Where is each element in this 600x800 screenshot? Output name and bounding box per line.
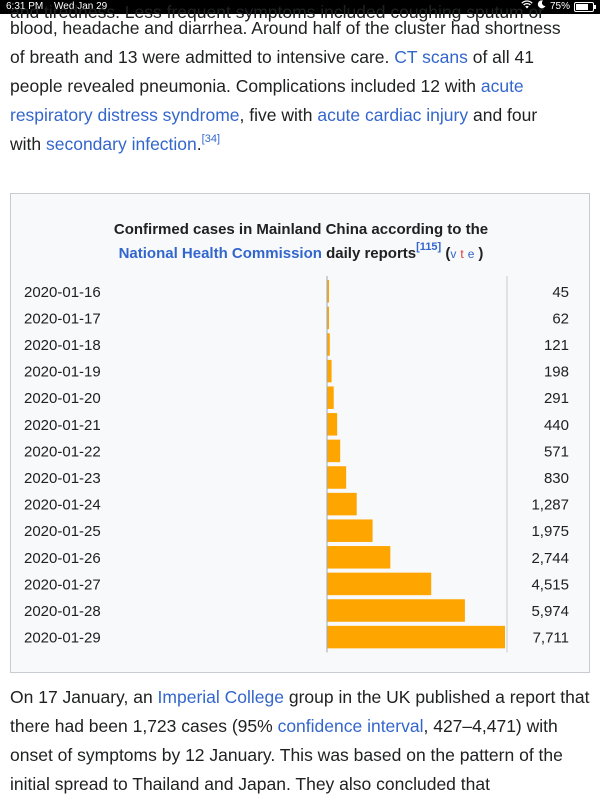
article-paragraph-top: and tiredness. Less frequent symptoms in… xyxy=(10,2,590,159)
category-label: 2020-01-29 xyxy=(24,630,101,647)
bar xyxy=(327,519,373,542)
bar xyxy=(327,439,341,463)
link-ards[interactable]: acute xyxy=(480,76,524,96)
moon-icon xyxy=(537,0,546,14)
wifi-icon xyxy=(521,0,533,14)
bar xyxy=(327,386,334,409)
bar xyxy=(327,492,357,516)
category-label: 2020-01-22 xyxy=(24,443,101,460)
value-label: 2,744 xyxy=(531,550,569,567)
text-run: . xyxy=(196,134,202,154)
battery-icon xyxy=(574,2,596,12)
link-imperial-college[interactable]: Imperial College xyxy=(157,687,284,707)
text-run: , five with xyxy=(239,105,318,125)
text-line: of breath and 13 were admitted to intens… xyxy=(10,43,590,72)
status-time: 6:31 PM xyxy=(6,1,44,12)
category-label: 2020-01-28 xyxy=(24,603,101,620)
category-label: 2020-01-25 xyxy=(24,523,101,540)
text-run: and four xyxy=(468,105,538,125)
edit-template-link[interactable]: e xyxy=(467,247,479,261)
link-acute-cardiac-injury[interactable]: acute cardiac injury xyxy=(317,105,469,125)
status-bar: 6:31 PM Wed Jan 29 75% xyxy=(0,0,600,14)
battery-percent: 75% xyxy=(549,1,570,12)
text-run: of all 41 xyxy=(467,47,535,67)
text-line: On 17 January, an Imperial College group… xyxy=(10,687,560,707)
text-run: , 427–4,471) xyxy=(423,716,522,736)
link-national-health-commission[interactable]: National Health Commission xyxy=(118,245,322,262)
value-label: 4,515 xyxy=(531,576,569,593)
value-label: 440 xyxy=(544,417,569,434)
value-label: 1,287 xyxy=(531,497,569,514)
category-label: 2020-01-24 xyxy=(24,497,101,514)
text-run: daily reports xyxy=(321,245,417,262)
chart-title-line2: National Health Commission daily reports… xyxy=(11,242,591,266)
text-run: with xyxy=(10,134,46,154)
text-line: of the initial spread to Thailand and Ja… xyxy=(10,745,563,794)
talk-template-link[interactable]: t xyxy=(460,247,468,261)
category-label: 2020-01-17 xyxy=(24,310,101,327)
link-ards-cont[interactable]: respiratory distress syndrome xyxy=(10,105,240,125)
chart-title-line1: Confirmed cases in Mainland China accord… xyxy=(113,221,489,238)
value-label: 571 xyxy=(544,443,569,460)
article-paragraph-bottom: On 17 January, an Imperial College group… xyxy=(10,683,590,799)
text-line: with secondary infection.[34] xyxy=(10,130,590,159)
status-date: Wed Jan 29 xyxy=(54,1,108,12)
text-line: with onset of symptoms by 12 January. Th… xyxy=(10,716,558,765)
category-label: 2020-01-21 xyxy=(24,417,101,434)
value-label: 45 xyxy=(552,284,569,301)
chart-container: Confirmed cases in Mainland China accord… xyxy=(10,193,590,673)
value-label: 7,711 xyxy=(533,630,569,647)
value-label: 1,975 xyxy=(531,523,569,540)
text-run: group in the UK published a report xyxy=(284,687,556,707)
link-secondary-infection[interactable]: secondary infection xyxy=(45,134,197,154)
category-label: 2020-01-16 xyxy=(24,284,101,301)
bar xyxy=(327,599,465,622)
value-label: 198 xyxy=(544,364,569,381)
text-run: ) xyxy=(478,245,484,262)
bar xyxy=(327,359,332,383)
chart-title: Confirmed cases in Mainland China accord… xyxy=(11,218,591,266)
text-run: On 17 January, an xyxy=(10,687,158,707)
text-run: ( xyxy=(441,245,451,262)
value-label: 62 xyxy=(552,310,569,327)
text-line: respiratory distress syndrome, five with… xyxy=(10,101,590,130)
bar xyxy=(327,572,432,596)
bar-chart: 2020-01-16 45 2020-01-17 62 2020-01-18 121 202… xyxy=(24,276,569,653)
bar xyxy=(327,413,338,436)
text-run: of breath and 13 were admitted to intens… xyxy=(10,47,395,67)
text-line: that there had been 1,723 cases (95% con… xyxy=(10,687,590,736)
text-run: people revealed pneumonia. Complications… xyxy=(10,76,481,96)
clipped-text-line: and tiredness. Less frequent symptoms in… xyxy=(10,2,545,22)
category-label: 2020-01-27 xyxy=(24,576,101,593)
view-template-link[interactable]: v xyxy=(450,247,461,261)
reference-115[interactable]: [115] xyxy=(416,241,442,253)
bar xyxy=(327,466,347,489)
category-label: 2020-01-19 xyxy=(24,364,101,381)
text-run: that there had been 1,723 cases (95% xyxy=(10,687,590,736)
bar xyxy=(327,625,505,649)
bar xyxy=(327,333,330,356)
category-label: 2020-01-23 xyxy=(24,470,101,487)
category-label: 2020-01-18 xyxy=(24,337,101,354)
link-confidence-interval[interactable]: confidence interval xyxy=(277,716,424,736)
text-line: people revealed pneumonia. Complications… xyxy=(10,72,590,101)
value-label: 830 xyxy=(544,470,569,487)
value-label: 291 xyxy=(544,390,569,407)
bar xyxy=(327,306,329,330)
value-label: 5,974 xyxy=(531,603,569,620)
reference-34[interactable]: [34] xyxy=(201,133,221,145)
bar xyxy=(327,280,329,303)
link-ct-scans[interactable]: CT scans xyxy=(394,47,468,67)
category-label: 2020-01-26 xyxy=(24,550,101,567)
bar xyxy=(327,546,391,569)
category-label: 2020-01-20 xyxy=(24,390,101,407)
text-line: blood, headache and diarrhea. Around hal… xyxy=(10,18,561,38)
value-label: 121 xyxy=(544,337,569,354)
